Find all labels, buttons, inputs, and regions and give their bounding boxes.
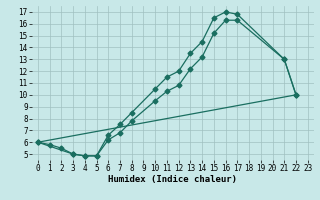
X-axis label: Humidex (Indice chaleur): Humidex (Indice chaleur)	[108, 175, 237, 184]
